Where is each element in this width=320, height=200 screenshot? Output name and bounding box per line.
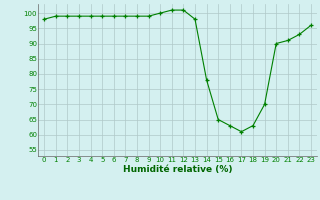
X-axis label: Humidité relative (%): Humidité relative (%) [123,165,232,174]
